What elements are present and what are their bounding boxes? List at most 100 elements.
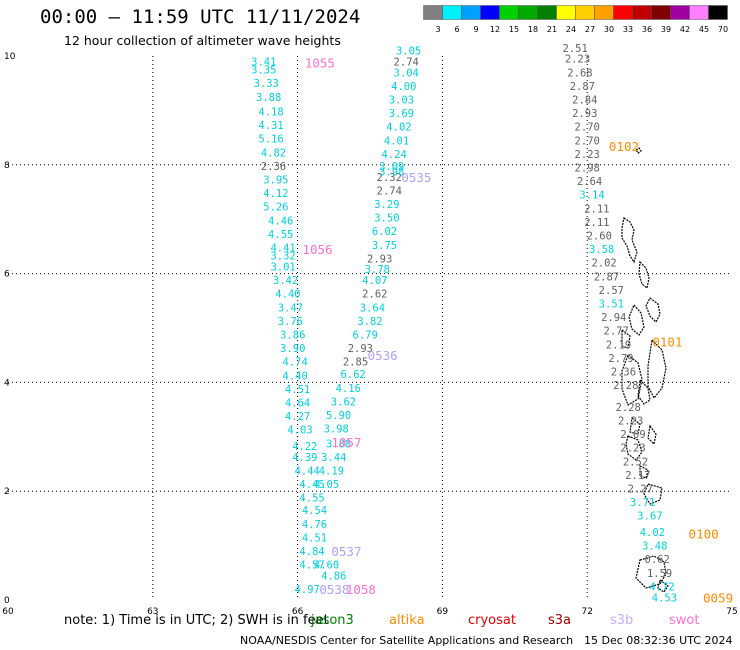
wave-height-value: 4.40 xyxy=(275,289,300,301)
wave-height-value: 4.64 xyxy=(285,398,310,410)
y-tick-label: 2 xyxy=(4,487,10,497)
wave-height-value: 4.12 xyxy=(263,188,288,200)
wave-height-value: 1.59 xyxy=(647,568,672,580)
wave-height-value: 3.98 xyxy=(324,424,349,436)
wave-height-value: 4.02 xyxy=(386,122,411,134)
track-time-label: 0101 xyxy=(652,335,682,350)
wave-height-value: 3.67 xyxy=(637,511,662,523)
wave-height-value: 2.57 xyxy=(599,285,624,297)
atoll-outline xyxy=(621,354,643,406)
wave-height-value: 2.93 xyxy=(348,343,373,355)
wave-height-value: 3.86 xyxy=(280,330,305,342)
wave-height-value: 2.36 xyxy=(261,161,286,173)
credit-text: NOAA/NESDIS Center for Satellite Applica… xyxy=(240,634,574,647)
track-time-label: 0538 xyxy=(319,582,349,597)
track-time-label: 0059 xyxy=(703,590,733,605)
legend-cryosat: cryosat xyxy=(468,613,516,628)
x-tick-label: 75 xyxy=(726,607,737,617)
wave-height-value: 4.07 xyxy=(362,275,387,287)
atoll-outline xyxy=(635,147,642,154)
wave-height-value: 4.02 xyxy=(640,527,665,539)
wave-height-value: 4.31 xyxy=(258,120,283,132)
wave-height-value: 3.09 xyxy=(379,161,404,173)
track-time-label: 0535 xyxy=(401,170,431,185)
atoll-outline xyxy=(638,260,650,290)
wave-height-value: 3.71 xyxy=(630,497,655,509)
atoll-outline xyxy=(625,435,643,461)
wave-height-value: 4.18 xyxy=(258,106,283,118)
colorbar-label: 24 xyxy=(566,25,576,34)
wave-height-value: 2.23 xyxy=(575,149,600,161)
wave-height-value: 5.90 xyxy=(326,410,351,422)
wave-height-value: 2.36 xyxy=(611,367,636,379)
page-title: 00:00 – 11:59 UTC 11/11/2024 xyxy=(40,6,361,28)
legend-s3a: s3a xyxy=(548,613,572,628)
wave-height-value: 2.27 xyxy=(628,483,653,495)
colorbar-swatch-70 xyxy=(708,5,728,20)
wave-height-value: 3.82 xyxy=(357,316,382,328)
wave-height-value: 4.39 xyxy=(292,452,317,464)
wave-height-value: 2.85 xyxy=(343,357,368,369)
wave-height-value: 3.47 xyxy=(278,302,303,314)
atoll-outline xyxy=(635,555,667,589)
wave-height-value: 4.55 xyxy=(299,493,324,505)
atoll-outline xyxy=(637,378,651,405)
wave-height-value: 2.87 xyxy=(570,81,595,93)
wave-height-value: 2.93 xyxy=(367,253,392,265)
wave-height-value: 2.09 xyxy=(620,429,645,441)
track-time-label: 1055 xyxy=(305,56,335,71)
colorbar-label: 70 xyxy=(718,25,728,34)
y-tick-label: 0 xyxy=(4,596,10,606)
colorbar-label: 27 xyxy=(585,25,595,34)
atoll-outline xyxy=(647,424,657,446)
wave-height-value: 3.05 xyxy=(396,46,421,58)
wave-height-value: 3.44 xyxy=(321,452,346,464)
wave-height-value: 2.74 xyxy=(394,56,419,68)
track-time-label: 0100 xyxy=(689,527,719,542)
wave-height-value: 3.58 xyxy=(589,244,614,256)
legend-jason3: jason3 xyxy=(311,613,354,628)
wave-height-value: 4.05 xyxy=(314,479,339,491)
colorbar-label: 33 xyxy=(623,25,633,34)
colorbar-label: 18 xyxy=(528,25,538,34)
footer-note: note: 1) Time is in UTC; 2) SWH is in fe… xyxy=(64,613,329,628)
wave-height-value: 4.22 xyxy=(292,441,317,453)
wave-height-value: 4.97 xyxy=(295,584,320,596)
colorbar-label: 15 xyxy=(509,25,519,34)
wave-height-value: 2.93 xyxy=(572,108,597,120)
wave-height-value: 2.02 xyxy=(591,258,616,270)
colorbar-label: 3 xyxy=(435,25,440,34)
legend-swot: swot xyxy=(669,613,700,628)
colorbar-label: 30 xyxy=(604,25,614,34)
wave-height-value: 4.41 xyxy=(270,242,295,254)
wave-height-value: 2.28 xyxy=(616,402,641,414)
wave-height-value: 3.95 xyxy=(263,174,288,186)
wave-height-value: 4.53 xyxy=(652,592,677,604)
x-tick-label: 69 xyxy=(437,607,449,617)
wave-height-value: 4.60 xyxy=(314,560,339,572)
page-subtitle: 12 hour collection of altimeter wave hei… xyxy=(64,33,341,48)
colorbar-label: 45 xyxy=(699,25,709,34)
track-time-label: 0537 xyxy=(331,544,361,559)
wave-height-value: 4.03 xyxy=(287,425,312,437)
wave-height-value: 2.70 xyxy=(575,122,600,134)
wave-height-value: 4.16 xyxy=(336,383,361,395)
wave-height-value: 2.68 xyxy=(567,67,592,79)
wave-height-value: 0.62 xyxy=(645,554,670,566)
wave-height-value: 2.11 xyxy=(584,203,609,215)
x-tick-label: 60 xyxy=(2,607,14,617)
wave-height-value: 4.51 xyxy=(285,384,310,396)
wave-height-value: 3.69 xyxy=(389,108,414,120)
wave-height-value: 3.64 xyxy=(360,302,385,314)
y-tick-label: 10 xyxy=(4,52,16,62)
wave-height-value: 3.98 xyxy=(379,166,404,178)
wave-height-value: 3.48 xyxy=(642,541,667,553)
wave-height-value: 3.50 xyxy=(374,213,399,225)
wave-height-value: 2.64 xyxy=(577,176,602,188)
track-time-label: 1057 xyxy=(331,435,361,450)
colorbar-label: 36 xyxy=(642,25,652,34)
wave-height-value: 3.01 xyxy=(270,262,295,274)
wave-height-value: 4.55 xyxy=(268,229,293,241)
atoll-outline xyxy=(621,217,638,264)
legend-altika: altika xyxy=(389,613,425,628)
